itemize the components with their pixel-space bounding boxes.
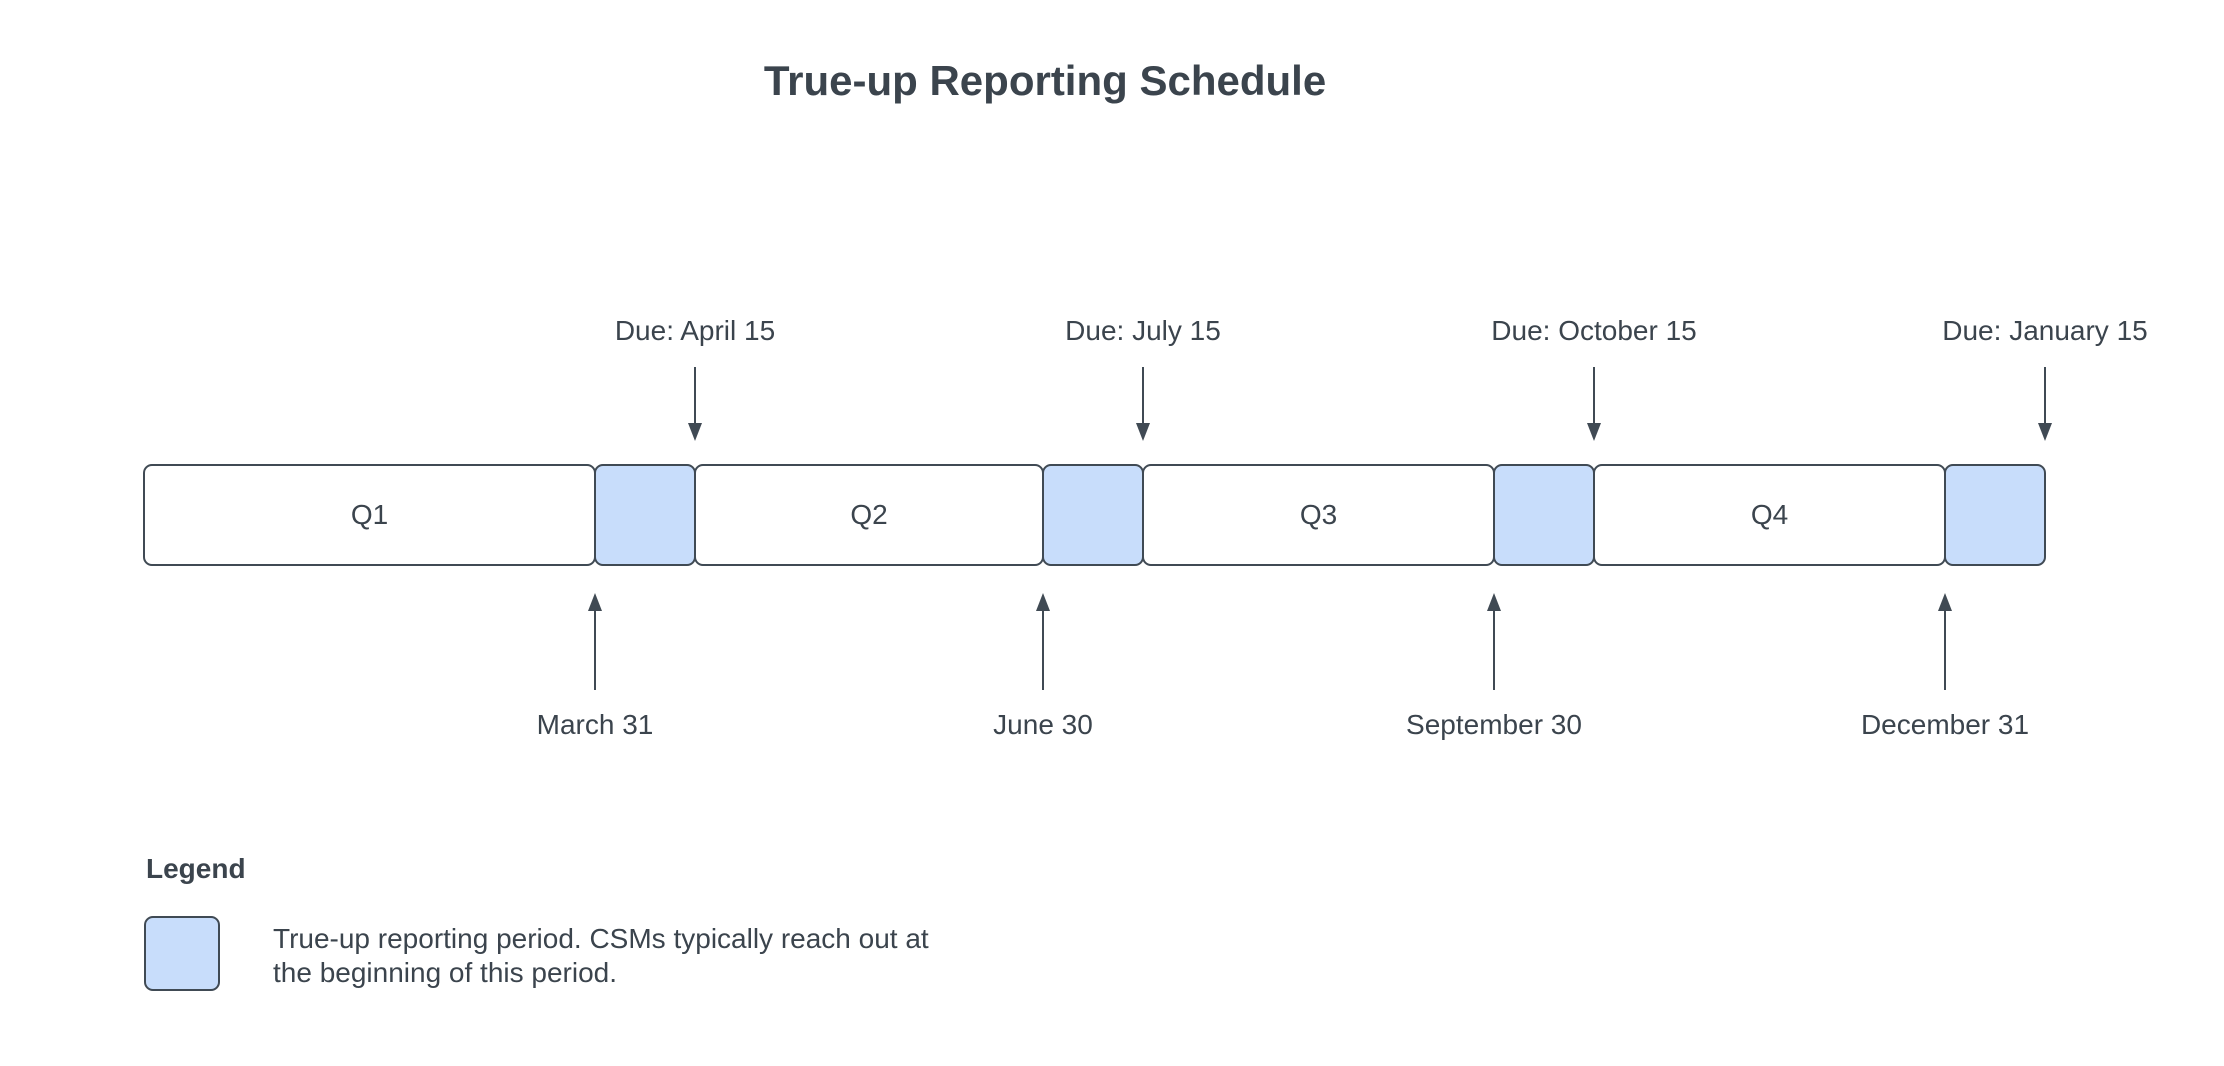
diagram-title: True-up Reporting Schedule [763, 57, 1327, 104]
trueup-period-box-q1 [594, 464, 696, 566]
legend-heading: Legend [146, 853, 246, 884]
arrow-head [1487, 593, 1501, 611]
quarter-end-arrow-up-icon [1938, 593, 1952, 690]
due-arrow-down-icon [1136, 367, 1150, 441]
due-date-label-q4: Due: January 15 [1942, 315, 2148, 346]
arrow-head [688, 423, 702, 441]
due-arrow-down-icon [1587, 367, 1601, 441]
arrow-head [1136, 423, 1150, 441]
quarter-end-label-q3: September 30 [1406, 709, 1582, 740]
quarter-end-arrow-up-icon [1487, 593, 1501, 690]
arrow-shaft [1593, 367, 1595, 423]
trueup-period-swatch [144, 916, 220, 991]
arrow-head [2038, 423, 2052, 441]
quarter-end-label-q2: June 30 [993, 709, 1093, 740]
arrow-shaft [694, 367, 696, 423]
trueup-period-box-q3 [1493, 464, 1595, 566]
quarter-label: Q4 [1750, 499, 1789, 530]
due-arrow-down-icon [2038, 367, 2052, 441]
arrow-head [588, 593, 602, 611]
quarter-end-label-q4: December 31 [1860, 709, 2030, 740]
quarter-end-label-q1: March 31 [536, 709, 654, 740]
quarter-end-arrow-up-icon [1036, 593, 1050, 690]
arrow-shaft [2044, 367, 2046, 423]
quarter-label: Q3 [1299, 499, 1338, 530]
quarter-end-arrow-up-icon [588, 593, 602, 690]
arrow-head [1036, 593, 1050, 611]
due-date-label-q3: Due: October 15 [1491, 315, 1697, 346]
arrow-shaft [594, 611, 596, 690]
arrow-shaft [1944, 611, 1946, 690]
quarter-label: Q2 [850, 499, 888, 530]
arrow-head [1938, 593, 1952, 611]
quarter-box-q1: Q1 [143, 464, 596, 566]
quarter-label: Q1 [350, 499, 389, 530]
due-arrow-down-icon [688, 367, 702, 441]
arrow-shaft [1493, 611, 1495, 690]
trueup-period-box-q4 [1944, 464, 2046, 566]
arrow-shaft [1042, 611, 1044, 690]
legend-description: True-up reporting period. CSMs typically… [273, 923, 929, 988]
arrow-shaft [1142, 367, 1144, 423]
quarter-box-q3: Q3 [1142, 464, 1495, 566]
trueup-period-box-q2 [1042, 464, 1144, 566]
quarter-box-q4: Q4 [1593, 464, 1946, 566]
quarter-box-q2: Q2 [694, 464, 1044, 566]
arrow-head [1587, 423, 1601, 441]
due-date-label-q2: Due: July 15 [1065, 315, 1221, 346]
due-date-label-q1: Due: April 15 [614, 315, 776, 346]
